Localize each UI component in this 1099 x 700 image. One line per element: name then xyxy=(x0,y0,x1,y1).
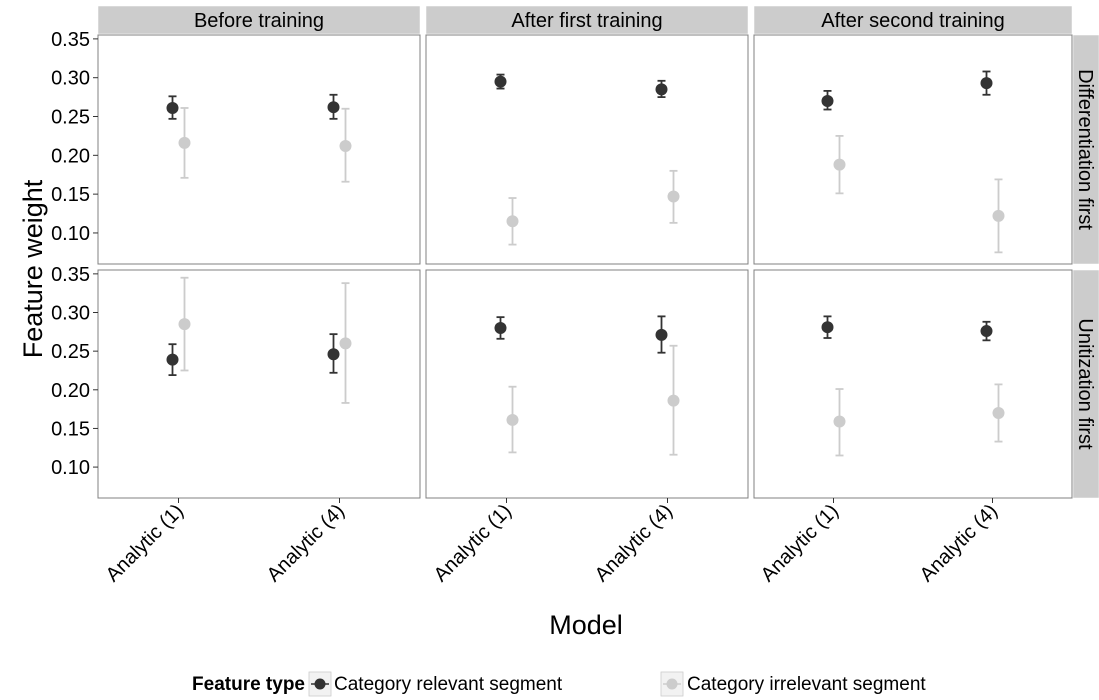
y-tick-label: 0.35 xyxy=(51,29,90,51)
row-strip-label: Differentiation first xyxy=(1074,69,1096,230)
y-tick-label: 0.35 xyxy=(51,264,90,286)
irrelevant-point xyxy=(339,140,352,153)
column-strip xyxy=(753,5,1073,35)
irrelevant-point xyxy=(178,318,191,331)
irrelevant-point xyxy=(506,215,519,228)
panel-background xyxy=(97,34,421,265)
relevant-point xyxy=(980,77,993,90)
panel-background xyxy=(753,34,1073,265)
column-strip-label: After first training xyxy=(511,10,662,32)
row-strip xyxy=(1072,269,1099,499)
y-tick-label: 0.10 xyxy=(51,457,90,479)
column-strip xyxy=(425,5,749,35)
relevant-point xyxy=(821,321,834,334)
y-tick-label: 0.15 xyxy=(51,418,90,440)
irrelevant-point xyxy=(833,415,846,428)
row-strip-label: Unitization first xyxy=(1074,318,1096,450)
y-tick-label: 0.15 xyxy=(51,184,90,206)
legend: Feature type Category relevant segment C… xyxy=(192,671,926,697)
column-strip-label: After second training xyxy=(821,10,1004,32)
x-axis-label: Model xyxy=(549,610,623,640)
legend-key-relevant-point xyxy=(314,678,326,690)
relevant-point xyxy=(655,83,668,96)
marks-layer xyxy=(166,70,1005,457)
column-strip-label: Before training xyxy=(194,10,324,32)
panels-layer: Before training After first training After… xyxy=(97,5,1099,499)
y-tick-label: 0.25 xyxy=(51,107,90,129)
irrelevant-point xyxy=(667,394,680,407)
relevant-point xyxy=(494,75,507,88)
irrelevant-point xyxy=(992,209,1005,222)
relevant-point xyxy=(980,325,993,338)
y-tick-label: 0.30 xyxy=(51,68,90,90)
relevant-point xyxy=(327,348,340,361)
irrelevant-point xyxy=(667,190,680,203)
relevant-point xyxy=(821,94,834,107)
relevant-point xyxy=(655,328,668,341)
column-strip xyxy=(97,5,421,35)
y-tick-label: 0.20 xyxy=(51,380,90,402)
x-tick-label: Analytic (4) xyxy=(916,500,1002,586)
x-tick-label: Analytic (1) xyxy=(102,500,188,586)
relevant-point xyxy=(166,353,179,366)
y-tick-label: 0.30 xyxy=(51,303,90,325)
legend-label-irrelevant: Category irrelevant segment xyxy=(687,674,926,695)
x-tick-label: Analytic (4) xyxy=(591,500,677,586)
relevant-point xyxy=(494,321,507,334)
row-strip xyxy=(1072,34,1099,265)
panel-background xyxy=(425,34,749,265)
irrelevant-point xyxy=(339,337,352,350)
y-axis-label: Feature weight xyxy=(18,179,48,358)
relevant-point xyxy=(166,101,179,114)
legend-key-irrelevant-point xyxy=(666,678,678,690)
legend-label-relevant: Category relevant segment xyxy=(334,674,563,695)
x-tick-label: Analytic (4) xyxy=(263,500,349,586)
relevant-point xyxy=(327,101,340,114)
x-tick-label: Analytic (1) xyxy=(430,500,516,586)
irrelevant-point xyxy=(992,406,1005,419)
panel-background xyxy=(425,269,749,499)
irrelevant-point xyxy=(506,413,519,426)
y-tick-label: 0.25 xyxy=(51,341,90,363)
y-tick-label: 0.10 xyxy=(51,223,90,245)
panel-background xyxy=(753,269,1073,499)
y-tick-label: 0.20 xyxy=(51,145,90,167)
x-tick-label: Analytic (1) xyxy=(757,500,843,586)
legend-title: Feature type xyxy=(192,674,305,695)
panel-background xyxy=(97,269,421,499)
irrelevant-point xyxy=(833,158,846,171)
irrelevant-point xyxy=(178,136,191,149)
